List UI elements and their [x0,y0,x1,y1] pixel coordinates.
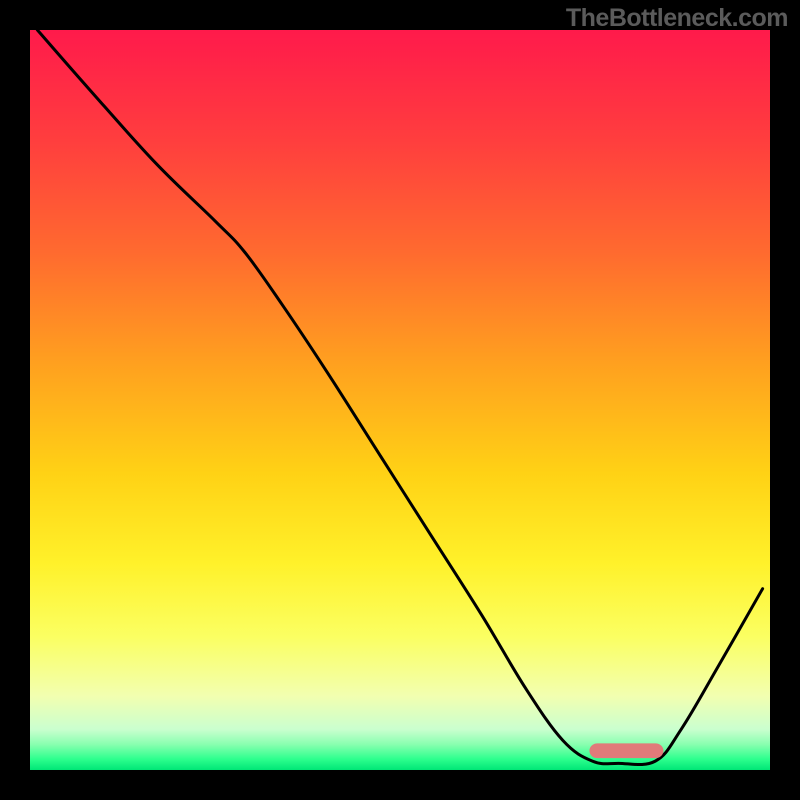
plot-area-rect [30,30,770,770]
chart-container: TheBottleneck.com [0,0,800,800]
optimal-marker-pill [589,743,663,758]
bottleneck-chart [0,0,800,800]
